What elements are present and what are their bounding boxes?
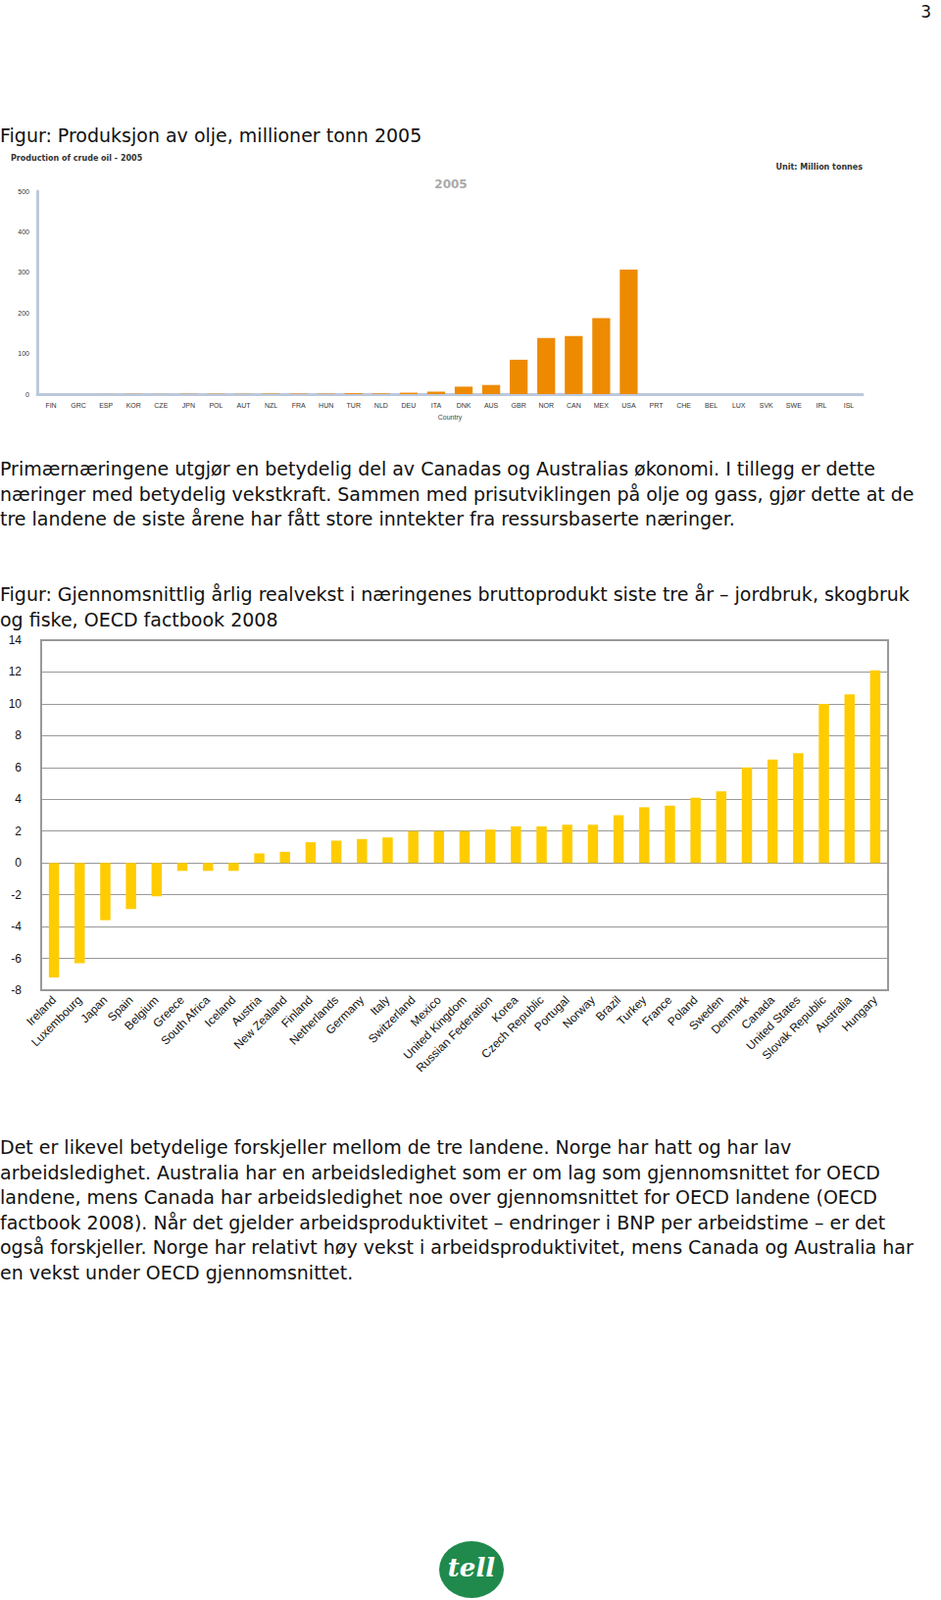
svg-text:South Africa: South Africa bbox=[158, 993, 213, 1048]
svg-text:-2: -2 bbox=[10, 888, 22, 902]
svg-text:Sweden: Sweden bbox=[686, 993, 727, 1033]
svg-text:Poland: Poland bbox=[664, 993, 701, 1029]
svg-text:2: 2 bbox=[14, 824, 22, 839]
svg-text:Germany: Germany bbox=[322, 992, 367, 1038]
svg-text:400: 400 bbox=[17, 228, 30, 236]
html-text:Figur: Produksjon av olje, mil: Figur: Produksjon av olje, millioner ton… bbox=[0, 124, 422, 147]
svg-text:-4: -4 bbox=[10, 919, 22, 934]
svg-text:CAN: CAN bbox=[566, 401, 582, 409]
svg-text:Iceland: Iceland bbox=[202, 993, 239, 1030]
svg-text:CHE: CHE bbox=[676, 401, 692, 409]
svg-text:4: 4 bbox=[14, 792, 22, 806]
svg-text:NZL: NZL bbox=[264, 401, 278, 409]
svg-text:Japan: Japan bbox=[77, 992, 110, 1026]
svg-text:Mexico: Mexico bbox=[407, 993, 444, 1030]
svg-text:Norway: Norway bbox=[559, 992, 598, 1032]
svg-text:500: 500 bbox=[17, 188, 30, 196]
svg-text:United Kingdom: United Kingdom bbox=[400, 993, 470, 1062]
svg-text:ISL: ISL bbox=[843, 401, 855, 409]
svg-text:14: 14 bbox=[8, 633, 23, 647]
svg-text:Czech Republic: Czech Republic bbox=[478, 993, 547, 1061]
svg-text:100: 100 bbox=[17, 349, 30, 357]
svg-text:0: 0 bbox=[14, 855, 22, 870]
svg-text:SVK: SVK bbox=[759, 401, 774, 409]
svg-text:0: 0 bbox=[25, 391, 30, 398]
svg-text:DEU: DEU bbox=[401, 401, 417, 409]
svg-text:France: France bbox=[639, 993, 675, 1029]
svg-text:2005: 2005 bbox=[434, 177, 467, 192]
svg-text:ESP: ESP bbox=[99, 401, 113, 409]
svg-text:DNK: DNK bbox=[456, 401, 472, 409]
svg-text:Belgium: Belgium bbox=[121, 993, 162, 1033]
svg-text:Italy: Italy bbox=[367, 993, 393, 1018]
svg-text:CZE: CZE bbox=[153, 401, 168, 409]
svg-text:Canada: Canada bbox=[738, 993, 778, 1032]
svg-text:Korea: Korea bbox=[488, 993, 521, 1025]
svg-text:Slovak Republic: Slovak Republic bbox=[759, 993, 829, 1063]
svg-text:Finland: Finland bbox=[278, 993, 316, 1030]
svg-text:Hungary: Hungary bbox=[839, 992, 881, 1035]
svg-text:Portugal: Portugal bbox=[531, 993, 573, 1034]
svg-text:Turkey: Turkey bbox=[614, 993, 650, 1028]
html-text:tell: tell bbox=[447, 1552, 496, 1583]
svg-text:POL: POL bbox=[208, 401, 223, 409]
svg-text:GRC: GRC bbox=[70, 401, 87, 409]
svg-text:Country: Country bbox=[438, 413, 463, 422]
svg-text:PRT: PRT bbox=[649, 401, 665, 409]
svg-text:TUR: TUR bbox=[346, 401, 361, 409]
svg-text:Luxembourg: Luxembourg bbox=[28, 992, 85, 1049]
html-text:Det er likevel betydelige fors: Det er likevel betydelige forskjeller me… bbox=[0, 1136, 914, 1283]
svg-text:AUT: AUT bbox=[237, 401, 252, 409]
svg-text:LUX: LUX bbox=[732, 401, 746, 409]
svg-text:Greece: Greece bbox=[150, 993, 188, 1030]
svg-text:MEX: MEX bbox=[594, 401, 610, 409]
svg-text:NLD: NLD bbox=[374, 401, 389, 409]
svg-text:USA: USA bbox=[621, 401, 637, 409]
svg-text:SWE: SWE bbox=[786, 401, 802, 409]
svg-text:300: 300 bbox=[17, 268, 30, 276]
svg-text:BEL: BEL bbox=[704, 401, 718, 409]
svg-text:HUN: HUN bbox=[318, 401, 334, 409]
svg-text:IRL: IRL bbox=[815, 401, 827, 409]
svg-text:Switzerland: Switzerland bbox=[365, 993, 419, 1046]
svg-text:Denmark: Denmark bbox=[708, 993, 752, 1037]
svg-text:NOR: NOR bbox=[538, 401, 554, 409]
svg-text:10: 10 bbox=[8, 696, 23, 711]
svg-text:KOR: KOR bbox=[126, 401, 142, 409]
svg-text:AUS: AUS bbox=[484, 401, 499, 409]
svg-text:Ireland: Ireland bbox=[23, 993, 59, 1029]
svg-text:GBR: GBR bbox=[511, 401, 527, 409]
svg-text:FIN: FIN bbox=[45, 401, 56, 409]
svg-text:8: 8 bbox=[14, 728, 22, 743]
svg-text:Austria: Austria bbox=[228, 993, 265, 1029]
svg-text:Unit: Million tonnes: Unit: Million tonnes bbox=[775, 162, 863, 172]
svg-text:Russian Federation: Russian Federation bbox=[413, 992, 496, 1075]
svg-text:12: 12 bbox=[8, 664, 23, 679]
svg-text:-6: -6 bbox=[10, 951, 22, 966]
svg-text:200: 200 bbox=[17, 309, 30, 317]
svg-text:Production of crude oil - 2005: Production of crude oil - 2005 bbox=[10, 153, 144, 163]
svg-text:New Zealand: New Zealand bbox=[231, 993, 290, 1052]
svg-text:6: 6 bbox=[14, 760, 22, 775]
svg-text:-8: -8 bbox=[10, 983, 22, 997]
svg-text:ITA: ITA bbox=[431, 401, 443, 409]
html-text:Primærnæringene utgjør en bety: Primærnæringene utgjør en betydelig del … bbox=[0, 457, 915, 530]
svg-text:Spain: Spain bbox=[104, 993, 136, 1024]
html-text:Figur: Gjennomsnittlig årlig r: Figur: Gjennomsnittlig årlig realvekst i… bbox=[0, 583, 910, 630]
svg-text:FRA: FRA bbox=[292, 401, 306, 409]
svg-text:JPN: JPN bbox=[182, 401, 196, 409]
svg-text:Australia: Australia bbox=[812, 993, 855, 1036]
svg-text:United States: United States bbox=[743, 993, 804, 1053]
svg-text:Netherlands: Netherlands bbox=[286, 993, 342, 1048]
svg-text:Brazil: Brazil bbox=[593, 993, 624, 1024]
html-text:3: 3 bbox=[920, 1, 932, 22]
